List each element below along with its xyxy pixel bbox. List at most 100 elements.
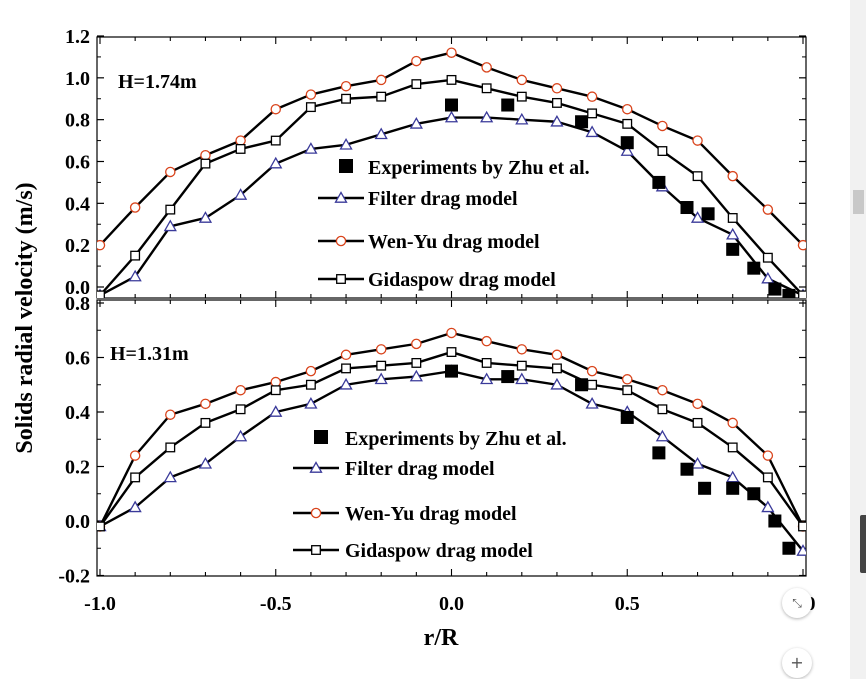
wen-yu-drag-model-point [586,365,598,377]
wen-yu-drag-model-point [551,349,563,361]
filter-drag-model-point [585,397,599,409]
gidaspow-drag-model-point [341,93,352,104]
wen-yu-drag-model-point [200,149,211,161]
y-tick-label: 0.0 [65,511,90,533]
wen-yu-drag-model-point [165,166,176,178]
legend-gidaspow-drag-model-marker [336,274,346,284]
gidaspow-drag-model-point [235,143,246,154]
filter-drag-model-point [761,500,775,513]
wen-yu-drag-model-point [481,335,492,347]
gidaspow-drag-model-point [481,83,492,94]
wen-yu-drag-model-point [516,344,528,355]
filter-drag-model-point [550,114,564,127]
x-tick-label: 0.0 [439,593,464,615]
gidaspow-drag-model-point [762,472,773,483]
experiment-point [698,481,712,495]
filter-drag-model-point [163,470,177,483]
experiment-point [726,242,740,256]
filter-drag-model-point [304,397,318,409]
filter-drag-model-point [690,456,705,469]
experiment-point [652,446,666,460]
wen-yu-drag-model-point [657,384,668,396]
wen-yu-drag-model-point [481,62,492,73]
wen-yu-drag-model-point [762,450,774,461]
wen-yu-drag-model-point [762,204,774,215]
filter-drag-model-point [726,227,740,240]
filter-drag-model-point [480,372,494,385]
experiment-point [575,378,589,392]
filter-drag-model-point [585,125,599,138]
legend-wen-yu-drag-model-marker [335,235,347,247]
filter-drag-model-point [163,219,177,232]
y-tick-label: 0.2 [65,235,90,257]
gidaspow-drag-model-point [622,385,633,396]
y-tick-label: 1.2 [65,26,90,48]
gidaspow-drag-model-point [516,360,527,371]
filter-drag-model-point [269,156,283,169]
gidaspow-drag-model-point [411,79,422,90]
gidaspow-drag-model-point [798,290,806,298]
filter-drag-model-point [374,127,388,140]
gidaspow-drag-model-point [97,521,105,532]
y-tick-label: 1.0 [65,68,90,90]
filter-drag-model-point [515,112,529,125]
gidaspow-drag-model-point [622,118,633,129]
gidaspow-drag-model-point [130,250,141,261]
wen-yu-drag-model-point [797,239,806,251]
legend-wen-yu-drag-model-label: Wen-Yu drag model [345,503,517,525]
filter-drag-model-point [480,110,494,123]
wen-yu-drag-model-point [305,365,317,377]
experiment-point [680,462,694,476]
x-axis-label: r/R [424,625,459,651]
wen-yu-drag-model-point [129,202,141,213]
fit-view-button[interactable]: ⤡ [782,588,812,618]
scrollbar-thumb[interactable] [853,190,864,214]
vertical-scrollbar[interactable] [850,0,866,679]
legend-gidaspow-drag-model-marker [311,545,321,555]
gidaspow-drag-model-point [657,404,668,415]
wen-yu-drag-model-point [165,409,176,420]
y-tick-label: 0.8 [65,293,90,315]
zoom-in-button[interactable]: + [782,648,812,678]
gidaspow-drag-model-point [446,74,457,85]
gidaspow-drag-model-point [727,213,738,223]
gidaspow-drag-model-point [235,404,246,415]
legend-filter-drag-model-label: Filter drag model [368,188,518,210]
side-panel-handle[interactable] [860,515,866,573]
wen-yu-drag-model-point [692,135,703,146]
filter-drag-model-point [233,429,248,442]
gidaspow-drag-model-point [481,357,492,368]
wen-yu-drag-model-point [657,120,668,132]
filter-drag-model-point [515,372,529,385]
filter-drag-model-point [761,271,775,284]
gidaspow-drag-model-point [97,290,105,298]
experiment-point [726,481,740,495]
legend-experiment-swatch [314,430,328,444]
plus-icon: + [790,653,804,672]
wen-yu-drag-model-point [375,344,387,355]
gidaspow-drag-model-point [657,146,668,156]
experiment-point [501,370,515,384]
y-tick-label: 0.6 [65,348,90,370]
filter-drag-model-point [269,405,283,417]
gidaspow-drag-model-point [165,204,176,215]
wen-yu-drag-model-point [727,170,738,182]
gidaspow-drag-model-point [587,108,598,119]
filter-drag-model-point [339,137,353,150]
gidaspow-drag-model-point [552,363,562,374]
gidaspow-drag-model-point [516,91,527,102]
gidaspow-drag-model-point [446,347,457,358]
y-tick-label: 0.8 [65,110,90,132]
gidaspow-drag-model-point [411,357,422,368]
fit-icon: ⤡ [792,596,802,610]
gidaspow-drag-model-point [270,385,281,396]
filter-drag-model-point [409,117,423,129]
panel-bottom-label: H=1.31m [110,343,189,365]
experiment-point [575,115,589,129]
legend-filter-drag-model-marker [334,191,348,203]
wen-yu-drag-model-point [446,47,457,58]
gidaspow-drag-model-point [305,102,316,113]
wen-yu-drag-model-point [692,398,703,410]
wen-yu-drag-model-point [270,376,281,388]
